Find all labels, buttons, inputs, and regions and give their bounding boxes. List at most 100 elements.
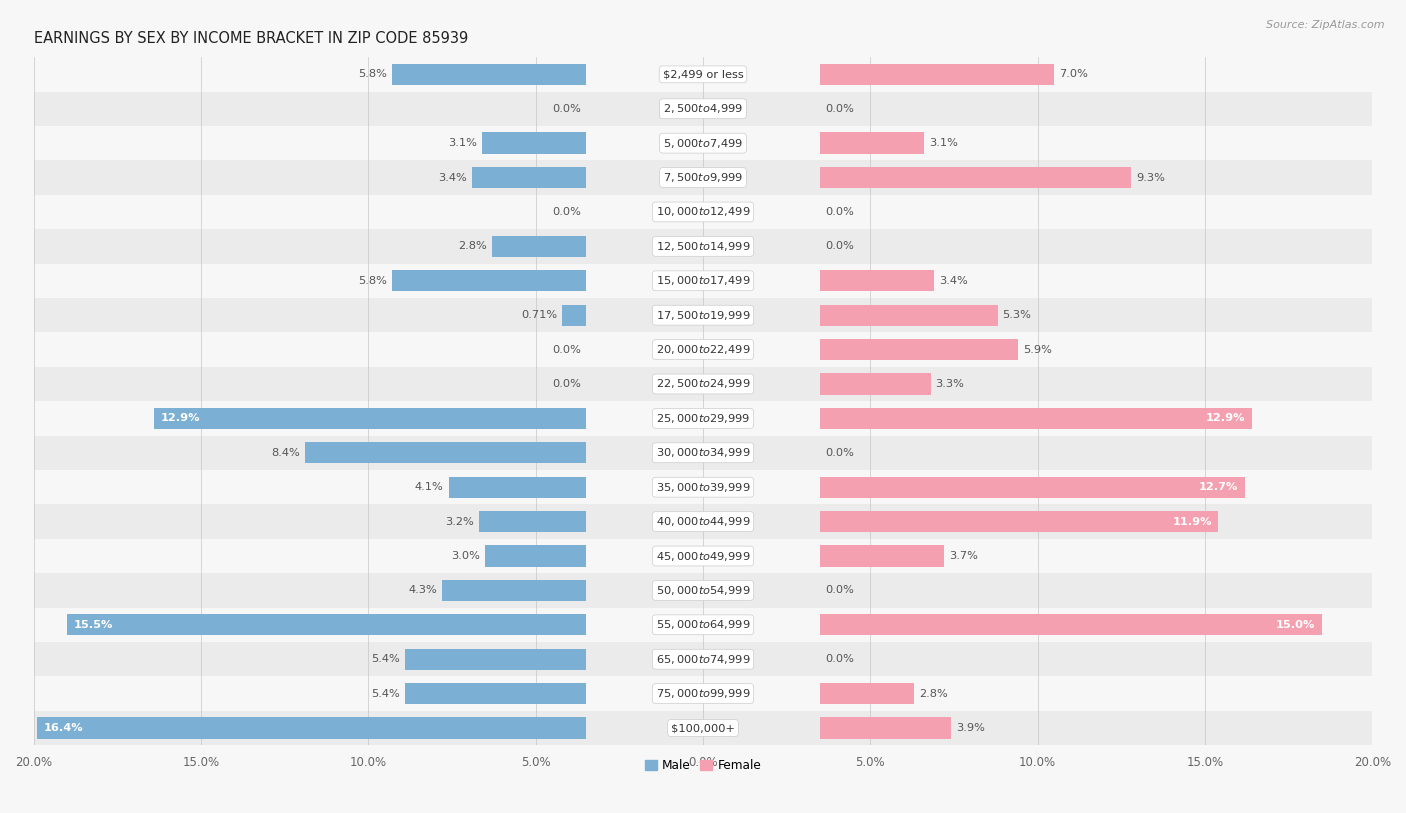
Text: $15,000 to $17,499: $15,000 to $17,499 xyxy=(655,274,751,287)
Text: 11.9%: 11.9% xyxy=(1173,516,1212,527)
Text: 15.5%: 15.5% xyxy=(73,620,112,630)
Bar xyxy=(441,580,586,601)
Text: 0.0%: 0.0% xyxy=(825,241,853,251)
Text: $65,000 to $74,999: $65,000 to $74,999 xyxy=(655,653,751,666)
Bar xyxy=(34,126,1372,160)
Text: 0.0%: 0.0% xyxy=(825,104,853,114)
Bar xyxy=(492,236,586,257)
Text: 5.8%: 5.8% xyxy=(357,69,387,80)
Text: 0.0%: 0.0% xyxy=(553,345,581,354)
Bar xyxy=(34,263,1372,298)
Text: $7,500 to $9,999: $7,500 to $9,999 xyxy=(664,171,742,184)
Bar xyxy=(820,476,1246,498)
Text: $22,500 to $24,999: $22,500 to $24,999 xyxy=(655,377,751,390)
Text: 5.4%: 5.4% xyxy=(371,654,401,664)
Text: 16.4%: 16.4% xyxy=(44,723,83,733)
Bar xyxy=(820,63,1054,85)
Text: 5.9%: 5.9% xyxy=(1022,345,1052,354)
Text: $40,000 to $44,999: $40,000 to $44,999 xyxy=(655,515,751,528)
Text: 2.8%: 2.8% xyxy=(458,241,486,251)
Text: $5,000 to $7,499: $5,000 to $7,499 xyxy=(664,137,742,150)
Text: $50,000 to $54,999: $50,000 to $54,999 xyxy=(655,584,751,597)
Text: $75,000 to $99,999: $75,000 to $99,999 xyxy=(655,687,751,700)
Bar xyxy=(34,676,1372,711)
Bar xyxy=(478,511,586,533)
Bar xyxy=(820,133,924,154)
Bar xyxy=(820,373,931,394)
Bar xyxy=(392,270,586,291)
Bar xyxy=(37,717,586,739)
Bar xyxy=(392,63,586,85)
Text: $2,500 to $4,999: $2,500 to $4,999 xyxy=(664,102,742,115)
Text: $17,500 to $19,999: $17,500 to $19,999 xyxy=(655,309,751,322)
Text: 12.7%: 12.7% xyxy=(1199,482,1239,492)
Text: 3.4%: 3.4% xyxy=(939,276,967,286)
Bar xyxy=(34,333,1372,367)
Bar xyxy=(34,401,1372,436)
Text: $2,499 or less: $2,499 or less xyxy=(662,69,744,80)
Text: $12,500 to $14,999: $12,500 to $14,999 xyxy=(655,240,751,253)
Text: 4.1%: 4.1% xyxy=(415,482,443,492)
Text: 0.0%: 0.0% xyxy=(553,104,581,114)
Text: 8.4%: 8.4% xyxy=(271,448,299,458)
Bar xyxy=(34,539,1372,573)
Text: 12.9%: 12.9% xyxy=(160,413,200,424)
Text: 5.8%: 5.8% xyxy=(357,276,387,286)
Bar xyxy=(820,167,1132,189)
Bar xyxy=(820,270,934,291)
Bar xyxy=(155,408,586,429)
Text: 3.0%: 3.0% xyxy=(451,551,481,561)
Bar xyxy=(34,92,1372,126)
Text: 0.0%: 0.0% xyxy=(553,379,581,389)
Bar xyxy=(820,305,997,326)
Bar xyxy=(485,546,586,567)
Bar xyxy=(449,476,586,498)
Bar xyxy=(67,614,586,636)
Bar xyxy=(34,160,1372,195)
Bar xyxy=(34,229,1372,263)
Text: 3.1%: 3.1% xyxy=(929,138,957,148)
Text: 15.0%: 15.0% xyxy=(1277,620,1316,630)
Bar xyxy=(305,442,586,463)
Bar xyxy=(562,305,586,326)
Bar xyxy=(34,504,1372,539)
Text: $35,000 to $39,999: $35,000 to $39,999 xyxy=(655,480,751,493)
Text: EARNINGS BY SEX BY INCOME BRACKET IN ZIP CODE 85939: EARNINGS BY SEX BY INCOME BRACKET IN ZIP… xyxy=(34,31,468,46)
Bar xyxy=(34,470,1372,504)
Text: 0.0%: 0.0% xyxy=(825,448,853,458)
Bar xyxy=(34,573,1372,607)
Text: 4.3%: 4.3% xyxy=(408,585,437,595)
Bar xyxy=(34,607,1372,642)
Text: $10,000 to $12,499: $10,000 to $12,499 xyxy=(655,206,751,219)
Bar xyxy=(820,511,1219,533)
Bar xyxy=(820,339,1018,360)
Text: 9.3%: 9.3% xyxy=(1136,172,1166,183)
Text: 7.0%: 7.0% xyxy=(1060,69,1088,80)
Text: $20,000 to $22,499: $20,000 to $22,499 xyxy=(655,343,751,356)
Bar xyxy=(472,167,586,189)
Text: 5.3%: 5.3% xyxy=(1002,311,1032,320)
Bar xyxy=(34,367,1372,401)
Bar xyxy=(405,649,586,670)
Text: $55,000 to $64,999: $55,000 to $64,999 xyxy=(655,619,751,632)
Bar xyxy=(34,298,1372,333)
Bar xyxy=(34,195,1372,229)
Text: $25,000 to $29,999: $25,000 to $29,999 xyxy=(655,412,751,425)
Bar xyxy=(820,614,1322,636)
Text: 0.0%: 0.0% xyxy=(825,585,853,595)
Text: 3.3%: 3.3% xyxy=(935,379,965,389)
Text: 5.4%: 5.4% xyxy=(371,689,401,698)
Text: 0.0%: 0.0% xyxy=(553,207,581,217)
Bar xyxy=(34,436,1372,470)
Text: 12.9%: 12.9% xyxy=(1206,413,1246,424)
Bar xyxy=(820,546,943,567)
Bar xyxy=(34,711,1372,746)
Bar xyxy=(405,683,586,704)
Text: 0.71%: 0.71% xyxy=(522,311,557,320)
Text: 0.0%: 0.0% xyxy=(825,207,853,217)
Text: Source: ZipAtlas.com: Source: ZipAtlas.com xyxy=(1267,20,1385,30)
Bar xyxy=(482,133,586,154)
Bar xyxy=(34,57,1372,92)
Text: $30,000 to $34,999: $30,000 to $34,999 xyxy=(655,446,751,459)
Text: 2.8%: 2.8% xyxy=(920,689,948,698)
